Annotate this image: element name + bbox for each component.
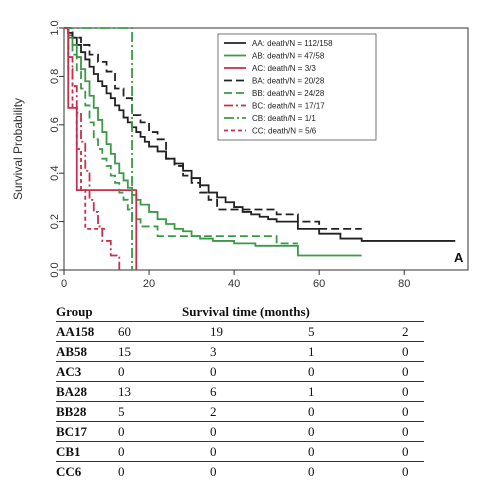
y-tick-label: 0.8 (49, 69, 61, 84)
at-risk-cell: 15 (118, 342, 210, 362)
at-risk-cell: 0 (210, 362, 308, 382)
y-tick-label: 1.0 (49, 20, 61, 35)
at-risk-cell: 60 (118, 322, 210, 342)
at-risk-cell: 0 (118, 462, 210, 481)
x-tick-label: 40 (228, 278, 240, 290)
survival-chart: 0 20 40 60 80 0.0 0.2 0.4 0.6 0.8 1.0 Survival Prob… (0, 0, 500, 296)
table-header-row: Group Survival time (months) (56, 302, 424, 322)
group-cell: BB28 (56, 402, 118, 422)
at-risk-cell: 0 (308, 462, 402, 481)
at-risk-cell: 0 (402, 362, 424, 382)
at-risk-cell: 1 (308, 382, 402, 402)
x-tick-label: 0 (61, 278, 67, 290)
y-tick-label: 0.2 (49, 214, 61, 229)
at-risk-cell: 5 (118, 402, 210, 422)
at-risk-cell: 0 (308, 422, 402, 442)
at-risk-cell: 0 (308, 402, 402, 422)
at-risk-cell: 0 (402, 342, 424, 362)
at-risk-cell: 2 (210, 402, 308, 422)
at-risk-cell: 5 (308, 322, 402, 342)
table-header-group: Group (56, 302, 118, 322)
at-risk-cell: 0 (118, 362, 210, 382)
y-tick-label: 0.4 (49, 166, 61, 181)
at-risk-cell: 13 (118, 382, 210, 402)
y-tick-label: 0.6 (49, 117, 61, 132)
at-risk-cell: 0 (402, 402, 424, 422)
legend-box (218, 34, 376, 140)
at-risk-cell: 0 (402, 442, 424, 462)
legend-entry: CC: death/N = 5/6 (252, 127, 317, 136)
legend-entry: BA: death/N = 20/28 (252, 77, 325, 86)
group-cell: BA28 (56, 382, 118, 402)
at-risk-cell: 19 (210, 322, 308, 342)
at-risk-cell: 1 (308, 342, 402, 362)
at-risk-cell: 0 (308, 362, 402, 382)
at-risk-cell: 2 (402, 322, 424, 342)
legend-entry: AA: death/N = 112/158 (252, 39, 333, 48)
table-header-survival-time: Survival time (months) (118, 302, 424, 322)
at-risk-cell: 0 (402, 422, 424, 442)
legend-entry: BC: death/N = 17/17 (252, 102, 325, 111)
legend-entry: AC: death/N = 3/3 (252, 64, 316, 73)
y-tick-label: 0.0 (49, 262, 61, 277)
legend-entry: AB: death/N = 47/58 (252, 52, 325, 61)
x-tick-label: 60 (313, 278, 325, 290)
at-risk-cell: 0 (210, 462, 308, 481)
at-risk-cell: 0 (308, 442, 402, 462)
group-cell: CC6 (56, 462, 118, 481)
group-cell: AB58 (56, 342, 118, 362)
group-cell: AA158 (56, 322, 118, 342)
at-risk-cell: 0 (118, 442, 210, 462)
at-risk-cell: 3 (210, 342, 308, 362)
at-risk-cell: 0 (402, 382, 424, 402)
group-cell: AC3 (56, 362, 118, 382)
at-risk-cell: 0 (402, 462, 424, 481)
group-cell: BC17 (56, 422, 118, 442)
x-tick-label: 80 (398, 278, 410, 290)
panel-label: A (454, 250, 464, 265)
at-risk-cell: 0 (210, 422, 308, 442)
x-tick-label: 20 (143, 278, 155, 290)
legend-entry: CB: death/N = 1/1 (252, 114, 316, 123)
group-cell: CB1 (56, 442, 118, 462)
y-axis-title: Survival Probability (11, 98, 25, 200)
at-risk-cell: 0 (210, 442, 308, 462)
series-line-cb (64, 28, 132, 270)
survival-plot: 0 20 40 60 80 0.0 0.2 0.4 0.6 0.8 1.0 Survival Prob… (0, 0, 500, 296)
legend-entry: BB: death/N = 24/28 (252, 89, 325, 98)
at-risk-cell: 0 (118, 422, 210, 442)
at-risk-cell: 6 (210, 382, 308, 402)
